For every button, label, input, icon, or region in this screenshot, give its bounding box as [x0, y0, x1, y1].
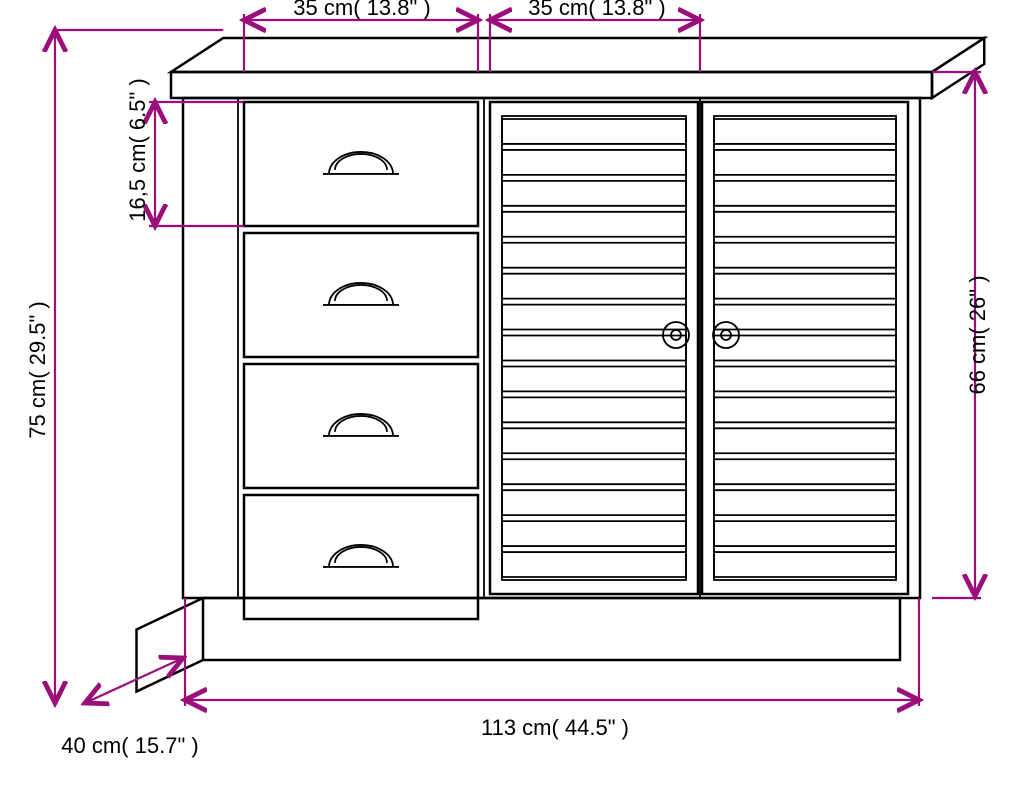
louver-slat	[502, 181, 686, 206]
furniture-dimension-diagram: 75 cm( 29.5" ) 40 cm( 15.7" ) 113 cm( 44.5…	[0, 0, 1020, 795]
louver-slat	[502, 212, 686, 237]
dimension-label: 35 cm( 13.8" )	[528, 0, 665, 20]
dimension-label: 40 cm( 15.7" )	[61, 733, 198, 758]
louver-slat	[714, 119, 896, 144]
louver-slat	[714, 336, 896, 361]
louver-slat	[714, 397, 896, 422]
louver-slat	[502, 397, 686, 422]
louver-slat	[714, 150, 896, 175]
cabinet-drawing	[137, 38, 985, 692]
louver-slat	[714, 552, 896, 577]
louver-slat	[714, 243, 896, 268]
dim-depth	[85, 658, 183, 703]
louver-slat	[502, 428, 686, 453]
louver-slat	[714, 459, 896, 484]
louver-slat	[502, 119, 686, 144]
louver-slat	[714, 212, 896, 237]
dimension-labels: 75 cm( 29.5" ) 40 cm( 15.7" ) 113 cm( 44.5…	[25, 0, 990, 758]
louver-slat	[714, 490, 896, 515]
cabinet-door	[702, 102, 908, 594]
dimension-label: 16,5 cm( 6.5" )	[125, 78, 150, 222]
louver-slat	[502, 305, 686, 330]
louver-slat	[502, 150, 686, 175]
louver-slat	[502, 366, 686, 391]
drawer-front	[244, 495, 478, 619]
cabinet-door	[490, 102, 698, 594]
louver-slat	[714, 305, 896, 330]
louver-slat	[714, 521, 896, 546]
louver-slat	[714, 274, 896, 299]
dimension-label: 35 cm( 13.8" )	[293, 0, 430, 20]
louver-slat	[502, 336, 686, 361]
dimension-label: 75 cm( 29.5" )	[25, 301, 50, 438]
louver-slat	[502, 521, 686, 546]
louver-slat	[502, 490, 686, 515]
drawer-front	[244, 364, 478, 488]
louver-slat	[714, 181, 896, 206]
louver-slat	[502, 459, 686, 484]
louver-slat	[714, 428, 896, 453]
drawer-front	[244, 233, 478, 357]
dimension-label: 66 cm( 26" )	[965, 275, 990, 394]
dimension-label: 113 cm( 44.5" )	[481, 715, 629, 740]
louver-slat	[714, 366, 896, 391]
louver-slat	[502, 274, 686, 299]
drawer-front	[244, 102, 478, 226]
louver-slat	[502, 552, 686, 577]
louver-slat	[502, 243, 686, 268]
